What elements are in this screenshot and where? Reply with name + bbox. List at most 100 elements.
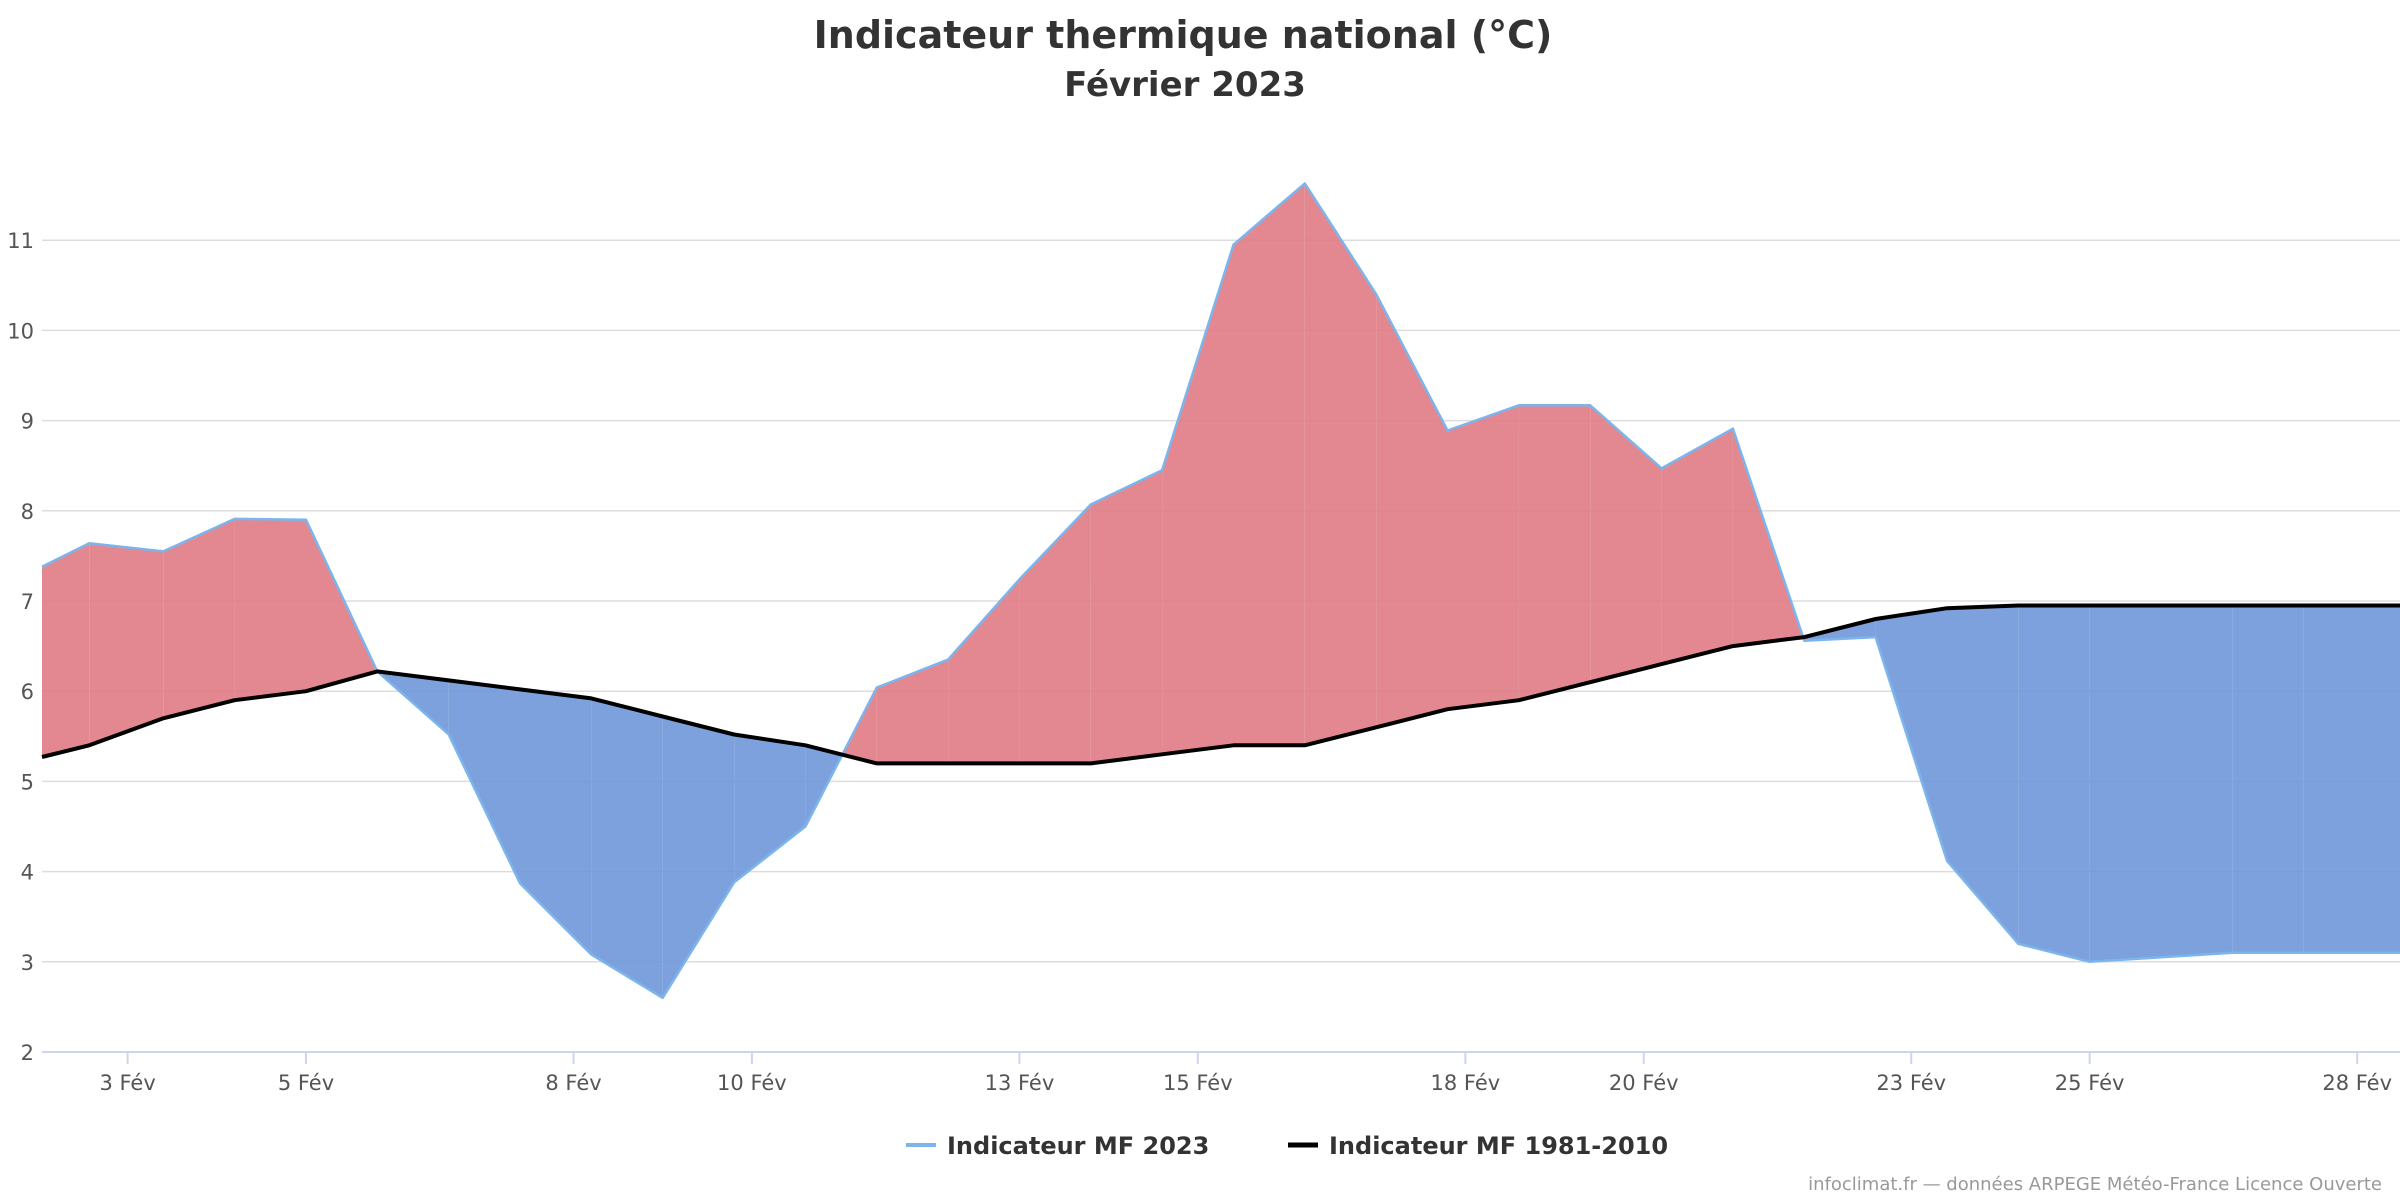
point-mf-1981-2010-6[interactable] <box>445 676 453 684</box>
x-tick-label-5: 5 Fév <box>278 1071 334 1095</box>
point-mf-1981-2010-7[interactable] <box>516 685 524 693</box>
point-mf-2023-10[interactable] <box>730 878 738 886</box>
point-mf-1981-2010-5[interactable] <box>373 667 381 675</box>
point-mf-2023-8[interactable] <box>587 951 595 959</box>
point-mf-2023-6[interactable] <box>445 730 453 738</box>
legend-item-mf-2023[interactable]: Indicateur MF 2023 <box>906 1132 1209 1160</box>
point-mf-2023-16[interactable] <box>1158 466 1166 474</box>
point-mf-2023-32[interactable] <box>2300 949 2308 957</box>
point-mf-2023-33[interactable] <box>2371 949 2379 957</box>
point-mf-2023-21[interactable] <box>1515 401 1523 409</box>
below-normal-area-28-0 <box>2018 605 2090 962</box>
point-mf-2023-20[interactable] <box>1444 427 1452 435</box>
point-mf-2023-0[interactable] <box>38 563 46 571</box>
y-tick-label-9: 9 <box>21 410 34 434</box>
above-normal-area-3-0 <box>234 518 306 701</box>
y-tick-label-7: 7 <box>21 590 34 614</box>
point-mf-1981-2010-12[interactable] <box>873 759 881 767</box>
point-mf-1981-2010-2[interactable] <box>159 714 167 722</box>
point-mf-1981-2010-1[interactable] <box>85 741 93 749</box>
x-tick-label-10: 10 Fév <box>717 1071 787 1095</box>
point-mf-2023-11[interactable] <box>801 823 809 831</box>
point-mf-1981-2010-24[interactable] <box>1729 642 1737 650</box>
point-mf-1981-2010-30[interactable] <box>2157 602 2165 610</box>
below-normal-area-31-0 <box>2232 605 2304 953</box>
above-normal-area-13-0 <box>948 579 1020 764</box>
above-normal-area-21-0 <box>1518 405 1591 701</box>
point-mf-1981-2010-26[interactable] <box>1872 615 1880 623</box>
point-mf-2023-3[interactable] <box>231 515 239 523</box>
point-mf-1981-2010-8[interactable] <box>587 694 595 702</box>
point-mf-2023-27[interactable] <box>1943 857 1951 865</box>
point-mf-2023-4[interactable] <box>302 516 310 524</box>
above-normal-area-0-0 <box>42 543 90 757</box>
point-mf-1981-2010-31[interactable] <box>2228 602 2236 610</box>
point-mf-1981-2010-25[interactable] <box>1800 633 1808 641</box>
x-tick-label-8: 8 Fév <box>545 1071 601 1095</box>
y-tick-label-2: 2 <box>21 1041 34 1065</box>
chart-title: Indicateur thermique national (°C) <box>814 13 1553 57</box>
below-normal-area-6-0 <box>448 680 520 884</box>
y-tick-label-4: 4 <box>21 861 34 885</box>
below-normal-area-10-0 <box>734 734 806 883</box>
x-tick-label-23: 23 Fév <box>1876 1071 1946 1095</box>
point-mf-1981-2010-22[interactable] <box>1586 678 1594 686</box>
point-mf-1981-2010-15[interactable] <box>1087 759 1095 767</box>
point-mf-2023-13[interactable] <box>944 656 952 664</box>
difference-areas <box>42 183 2400 998</box>
point-mf-2023-15[interactable] <box>1087 500 1095 508</box>
point-mf-2023-17[interactable] <box>1229 241 1237 249</box>
point-mf-1981-2010-11[interactable] <box>801 741 809 749</box>
legend-label-mf-2023: Indicateur MF 2023 <box>947 1132 1209 1160</box>
point-mf-1981-2010-21[interactable] <box>1515 696 1523 704</box>
point-mf-2023-22[interactable] <box>1586 401 1594 409</box>
x-tick-label-15: 15 Fév <box>1163 1071 1233 1095</box>
point-mf-2023-1[interactable] <box>85 539 93 547</box>
point-mf-2023-7[interactable] <box>516 879 524 887</box>
legend-item-mf-1981-2010[interactable]: Indicateur MF 1981-2010 <box>1288 1132 1668 1160</box>
point-mf-1981-2010-3[interactable] <box>231 696 239 704</box>
point-mf-2023-23[interactable] <box>1658 464 1666 472</box>
point-mf-2023-19[interactable] <box>1372 290 1380 298</box>
above-normal-area-17-0 <box>1233 183 1305 746</box>
point-mf-1981-2010-16[interactable] <box>1158 750 1166 758</box>
point-mf-1981-2010-17[interactable] <box>1229 741 1237 749</box>
point-mf-1981-2010-9[interactable] <box>659 712 667 720</box>
point-mf-2023-26[interactable] <box>1872 633 1880 641</box>
below-normal-area-30-0 <box>2161 605 2233 958</box>
above-normal-area-2-0 <box>163 518 235 719</box>
point-mf-1981-2010-4[interactable] <box>302 687 310 695</box>
point-mf-1981-2010-18[interactable] <box>1301 741 1309 749</box>
x-tick-label-25: 25 Fév <box>2055 1071 2125 1095</box>
point-mf-1981-2010-20[interactable] <box>1444 705 1452 713</box>
point-mf-2023-18[interactable] <box>1301 179 1309 187</box>
point-mf-1981-2010-32[interactable] <box>2300 602 2308 610</box>
point-mf-1981-2010-33[interactable] <box>2371 602 2379 610</box>
point-mf-2023-31[interactable] <box>2228 949 2236 957</box>
point-mf-2023-14[interactable] <box>1015 575 1023 583</box>
point-mf-2023-29[interactable] <box>2086 958 2094 966</box>
x-tick-label-18: 18 Fév <box>1431 1071 1501 1095</box>
point-mf-2023-24[interactable] <box>1729 425 1737 433</box>
point-mf-2023-28[interactable] <box>2014 940 2022 948</box>
point-mf-1981-2010-0[interactable] <box>38 753 46 761</box>
legend: Indicateur MF 2023 Indicateur MF 1981-20… <box>906 1132 1668 1160</box>
point-mf-2023-9[interactable] <box>659 994 667 1002</box>
point-mf-2023-12[interactable] <box>873 684 881 692</box>
point-mf-1981-2010-23[interactable] <box>1658 660 1666 668</box>
point-mf-2023-2[interactable] <box>159 547 167 555</box>
above-normal-area-12-0 <box>876 659 949 764</box>
point-mf-1981-2010-27[interactable] <box>1943 604 1951 612</box>
point-mf-2023-30[interactable] <box>2157 953 2165 961</box>
point-mf-1981-2010-14[interactable] <box>1015 759 1023 767</box>
above-normal-area-14-0 <box>1019 504 1091 764</box>
point-mf-1981-2010-29[interactable] <box>2086 602 2094 610</box>
y-tick-label-5: 5 <box>21 770 34 794</box>
point-mf-1981-2010-28[interactable] <box>2014 602 2022 610</box>
point-mf-1981-2010-19[interactable] <box>1372 723 1380 731</box>
below-normal-area-7-0 <box>520 689 592 955</box>
y-tick-label-6: 6 <box>21 680 34 704</box>
point-mf-1981-2010-13[interactable] <box>944 759 952 767</box>
point-mf-1981-2010-10[interactable] <box>730 730 738 738</box>
credits-link[interactable]: infoclimat.fr — données ARPEGE Météo-Fra… <box>1808 1174 2382 1195</box>
